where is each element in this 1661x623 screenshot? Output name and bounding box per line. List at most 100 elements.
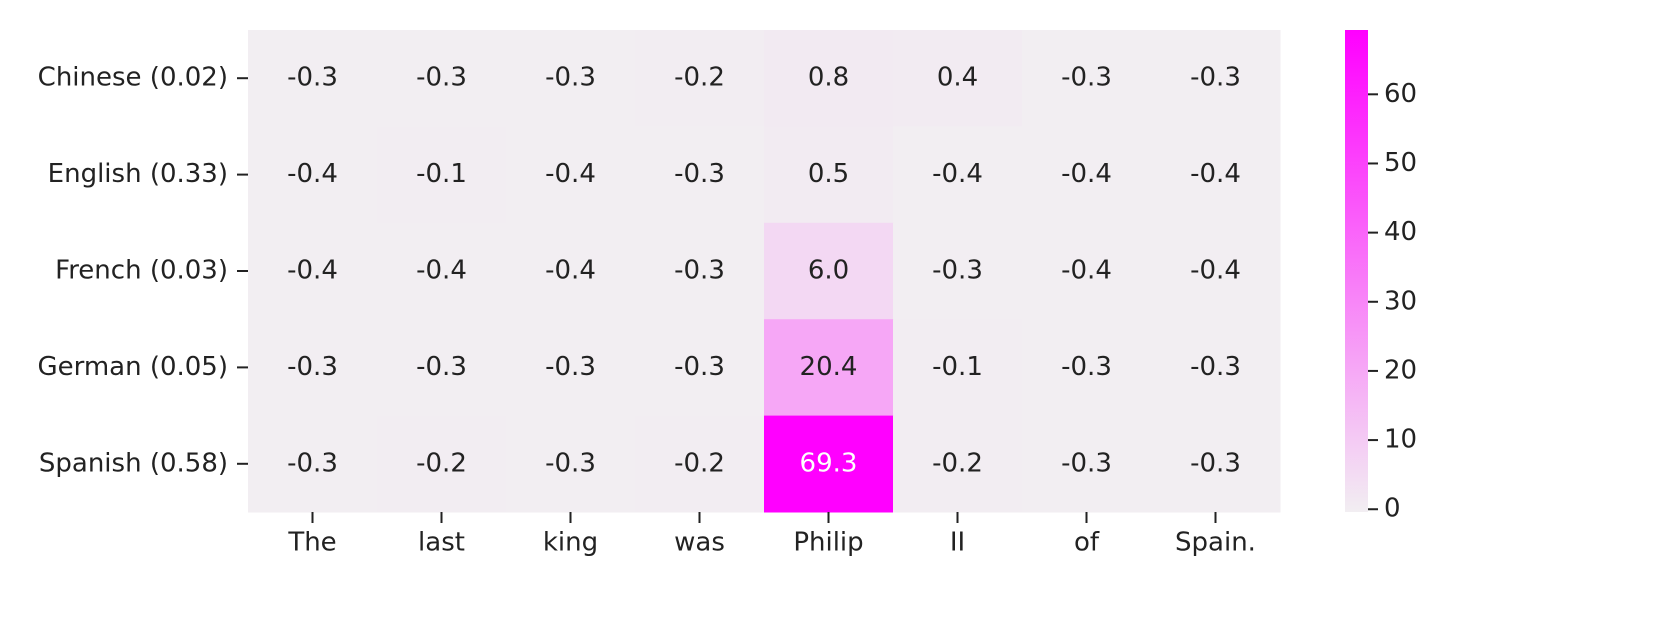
heat-cell [1022, 30, 1152, 127]
heat-cell [248, 126, 378, 224]
x-tick-label: Philip [793, 528, 863, 558]
y-tick-label: Chinese (0.02) [38, 63, 228, 93]
x-tick-label: king [543, 528, 598, 558]
heat-cell [1151, 30, 1281, 127]
heat-cell [506, 222, 636, 320]
colorbar-tick-label: 20 [1384, 355, 1417, 385]
cell-label: -0.3 [416, 352, 467, 382]
cell-label: -0.4 [287, 159, 338, 189]
cell-label: -0.3 [674, 256, 725, 286]
cell-label: -0.3 [1190, 448, 1241, 478]
colorbar-tick-label: 50 [1384, 148, 1417, 178]
heat-cell [377, 319, 507, 417]
colorbar-tick-label: 30 [1384, 286, 1417, 316]
heat-cell [1151, 319, 1281, 417]
cell-label: -0.1 [932, 352, 983, 382]
cell-label: -0.4 [545, 256, 596, 286]
cell-label: -0.3 [1190, 63, 1241, 93]
cell-label: -0.4 [1190, 159, 1241, 189]
cell-label: -0.4 [545, 159, 596, 189]
cell-label: 20.4 [800, 352, 858, 382]
heat-cell [764, 415, 894, 513]
cell-label: -0.2 [932, 448, 983, 478]
heat-cell [893, 415, 1023, 513]
colorbar-tick-label: 40 [1384, 217, 1417, 247]
heat-cell [1022, 415, 1152, 513]
cell-label: 6.0 [808, 256, 849, 286]
cell-label: -0.4 [1190, 256, 1241, 286]
heat-cell [635, 415, 765, 513]
x-tick-label: II [950, 528, 965, 558]
heat-cell [248, 222, 378, 320]
heat-cell [764, 126, 894, 224]
colorbar [1345, 30, 1368, 512]
heat-cell [635, 222, 765, 320]
x-tick-label: The [287, 528, 336, 558]
cell-label: -0.3 [1061, 352, 1112, 382]
heat-cell [893, 30, 1023, 127]
x-tick-label: of [1074, 528, 1100, 558]
heat-cell [635, 126, 765, 224]
cell-label: -0.3 [1061, 63, 1112, 93]
cell-label: 0.8 [808, 63, 849, 93]
cell-label: -0.1 [416, 159, 467, 189]
heat-cell [506, 30, 636, 127]
cell-label: 0.4 [937, 63, 978, 93]
colorbar-tick-label: 0 [1384, 494, 1401, 524]
heat-cell [635, 30, 765, 127]
cell-label: -0.3 [287, 448, 338, 478]
y-tick-label: Spanish (0.58) [39, 448, 228, 478]
heat-cell [893, 222, 1023, 320]
cell-label: -0.3 [287, 352, 338, 382]
heat-cell [377, 222, 507, 320]
cell-label: -0.3 [932, 256, 983, 286]
cell-label: 0.5 [808, 159, 849, 189]
cell-label: -0.4 [1061, 256, 1112, 286]
heat-cell [1022, 222, 1152, 320]
heat-cell [635, 319, 765, 417]
cell-label: -0.3 [545, 352, 596, 382]
x-tick-label: was [674, 528, 725, 558]
cell-label: -0.4 [1061, 159, 1112, 189]
cell-label: -0.4 [287, 256, 338, 286]
heat-cell [764, 222, 894, 320]
heat-cell [764, 319, 894, 417]
cell-label: -0.3 [674, 159, 725, 189]
heat-cell [893, 126, 1023, 224]
cell-label: -0.3 [1061, 448, 1112, 478]
cell-label: -0.2 [674, 448, 725, 478]
cell-label: -0.3 [545, 448, 596, 478]
y-tick-label: French (0.03) [55, 256, 228, 286]
heat-cell [506, 126, 636, 224]
cell-label: -0.3 [416, 63, 467, 93]
heat-cell [377, 30, 507, 127]
cell-label: -0.3 [545, 63, 596, 93]
heat-cell [506, 319, 636, 417]
heat-cell [506, 415, 636, 513]
x-tick-label: Spain. [1175, 528, 1256, 558]
heat-cell [377, 126, 507, 224]
heat-cell [893, 319, 1023, 417]
heat-cell [377, 415, 507, 513]
x-tick-label: last [418, 528, 465, 558]
cell-label: -0.3 [287, 63, 338, 93]
colorbar-tick-label: 10 [1384, 425, 1417, 455]
heat-cell [248, 30, 378, 127]
heat-cell [1151, 415, 1281, 513]
cell-label: -0.2 [674, 63, 725, 93]
cell-label: -0.4 [416, 256, 467, 286]
cell-label: -0.3 [674, 352, 725, 382]
cell-label: 69.3 [800, 448, 858, 478]
y-tick-label: English (0.33) [48, 159, 228, 189]
colorbar-tick-label: 60 [1384, 79, 1417, 109]
cell-label: -0.3 [1190, 352, 1241, 382]
heat-cell [1022, 126, 1152, 224]
heat-cell [1151, 222, 1281, 320]
y-tick-label: German (0.05) [37, 352, 228, 382]
cell-label: -0.2 [416, 448, 467, 478]
heat-cell [1022, 319, 1152, 417]
cell-label: -0.4 [932, 159, 983, 189]
heat-cell [248, 319, 378, 417]
heat-cell [248, 415, 378, 513]
